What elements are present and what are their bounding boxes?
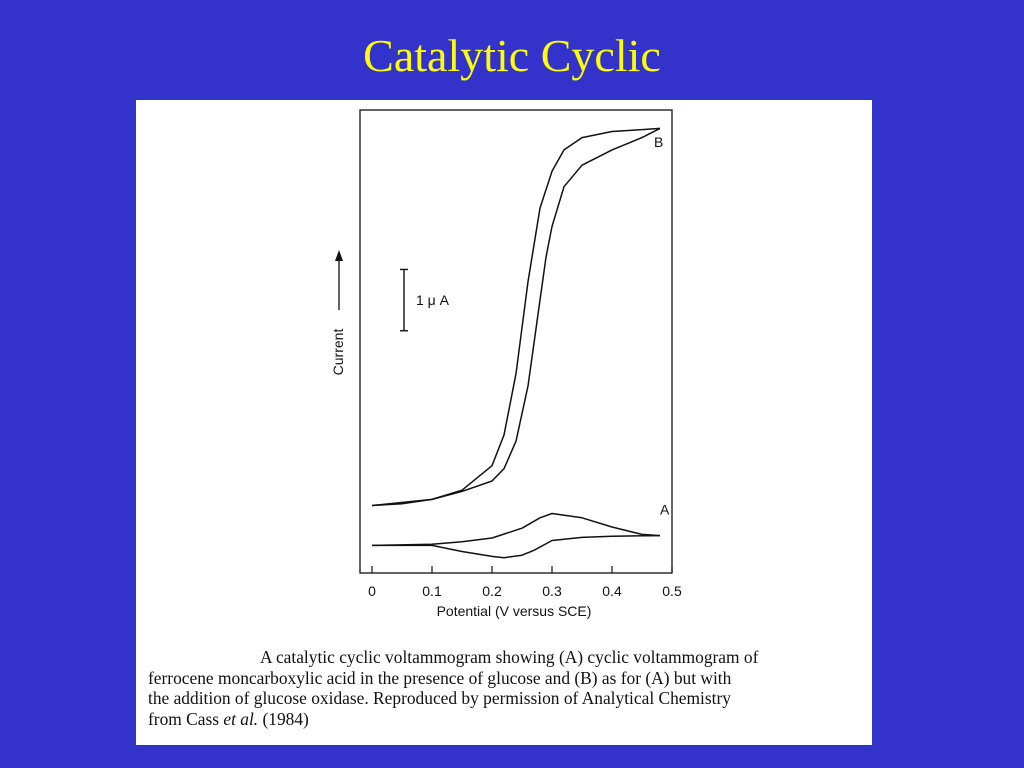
x-tick-label: 0.3 [542, 583, 562, 599]
caption-text: (1984) [258, 708, 309, 729]
caption-line: the addition of glucose oxidase. Reprodu… [148, 688, 731, 708]
figure-caption: A catalytic cyclic voltammogram showing … [148, 647, 860, 729]
x-tick-label: 0.4 [602, 583, 622, 599]
series-a-forward-sweep [371, 512, 661, 547]
slide-title: Catalytic Cyclic [363, 30, 661, 81]
x-tick-label: 0.5 [662, 583, 682, 599]
series-b-label: B [654, 134, 663, 150]
series-a-label: A [660, 502, 670, 518]
figure-panel: 0 0.1 0.2 0.3 0.4 0.5 Potential (V versus SCE)… [136, 100, 872, 745]
series-b-forward-sweep [371, 127, 661, 507]
x-tick-label: 0.1 [422, 583, 442, 599]
caption-line: ferrocene moncarboxylic acid in the pres… [148, 667, 732, 688]
series-b-reverse-sweep [371, 127, 661, 507]
scale-bar-label: 1 μ A [416, 292, 450, 308]
voltammogram-chart: 0 0.1 0.2 0.3 0.4 0.5 Potential (V versus SCE)… [330, 109, 682, 619]
x-tick-label: 0 [368, 583, 376, 599]
x-axis-label: Potential (V versus SCE) [437, 603, 592, 619]
x-tick-label: 0.2 [482, 583, 502, 599]
caption-italic: et al. [223, 708, 259, 729]
y-axis-label: Current [330, 329, 346, 376]
caption-line: from Cass et al. (1984) [148, 709, 860, 730]
series-a-reverse-sweep [372, 534, 661, 559]
plot-frame [359, 109, 673, 574]
caption-line: A catalytic cyclic voltammogram showing … [260, 647, 759, 667]
caption-text: from Cass [148, 708, 224, 729]
y-axis-arrow-head [335, 250, 343, 261]
